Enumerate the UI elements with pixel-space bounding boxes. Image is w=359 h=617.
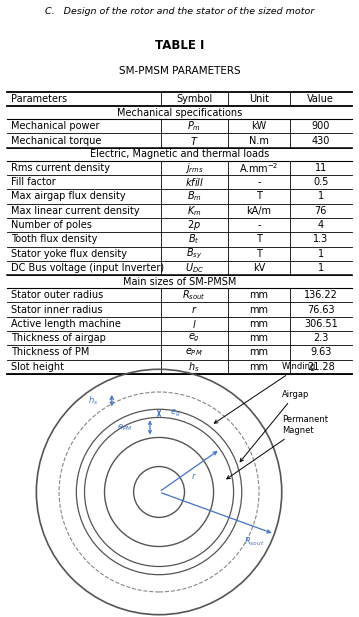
Text: mm: mm — [249, 333, 268, 343]
Text: kW: kW — [251, 122, 266, 131]
Text: 1: 1 — [318, 263, 324, 273]
Text: 900: 900 — [312, 122, 330, 131]
Text: $r$: $r$ — [191, 304, 197, 315]
Text: $h_s$: $h_s$ — [88, 395, 99, 407]
Text: mm: mm — [249, 319, 268, 329]
Text: $e_{g}$: $e_{g}$ — [188, 332, 200, 344]
Text: 11: 11 — [315, 163, 327, 173]
Text: $kfill$: $kfill$ — [185, 176, 204, 188]
Text: Slot height: Slot height — [11, 362, 64, 372]
Text: $e_{PM}$: $e_{PM}$ — [185, 347, 203, 358]
Text: 76: 76 — [314, 206, 327, 216]
Text: T: T — [256, 249, 262, 259]
Text: $e_{PM}$: $e_{PM}$ — [117, 422, 132, 433]
Text: Stator inner radius: Stator inner radius — [11, 305, 102, 315]
Text: 1: 1 — [318, 191, 324, 202]
Text: 9.63: 9.63 — [310, 347, 331, 357]
Text: Stator outer radius: Stator outer radius — [11, 290, 103, 300]
Text: $U_{DC}$: $U_{DC}$ — [185, 261, 204, 275]
Text: Symbol: Symbol — [176, 94, 212, 104]
Text: 0.5: 0.5 — [313, 177, 328, 187]
Text: $K_{m}$: $K_{m}$ — [187, 204, 201, 218]
Text: TABLE I: TABLE I — [155, 39, 204, 52]
Text: mm: mm — [249, 290, 268, 300]
Text: T: T — [256, 191, 262, 202]
Text: $R_{sout}$: $R_{sout}$ — [182, 288, 206, 302]
Text: 21.28: 21.28 — [307, 362, 335, 372]
Text: Permanent
Magnet: Permanent Magnet — [227, 415, 328, 479]
Text: $B_{sy}$: $B_{sy}$ — [186, 247, 202, 261]
Text: Main sizes of SM-PMSM: Main sizes of SM-PMSM — [123, 276, 236, 287]
Text: Fill factor: Fill factor — [11, 177, 56, 187]
Text: 2.3: 2.3 — [313, 333, 328, 343]
Text: Rms current density: Rms current density — [11, 163, 110, 173]
Text: C.   Design of the rotor and the stator of the sized motor: C. Design of the rotor and the stator of… — [45, 7, 314, 16]
Text: kA/m: kA/m — [246, 206, 271, 216]
Text: 76.63: 76.63 — [307, 305, 335, 315]
Text: Winding: Winding — [214, 362, 316, 423]
Text: $j_{rms}$: $j_{rms}$ — [185, 161, 204, 175]
Text: Thickness of PM: Thickness of PM — [11, 347, 89, 357]
Text: 430: 430 — [312, 136, 330, 146]
Text: N.m: N.m — [249, 136, 269, 146]
Text: A.mm$^{-2}$: A.mm$^{-2}$ — [239, 161, 279, 175]
Text: 1: 1 — [318, 249, 324, 259]
Text: $r$: $r$ — [191, 471, 196, 481]
Text: kV: kV — [253, 263, 265, 273]
Text: Value: Value — [307, 94, 334, 104]
Text: $B_{m}$: $B_{m}$ — [187, 189, 201, 204]
Text: $2p$: $2p$ — [187, 218, 201, 232]
Text: Electric, Magnetic and thermal loads: Electric, Magnetic and thermal loads — [90, 149, 269, 159]
Text: 306.51: 306.51 — [304, 319, 338, 329]
Text: Mechanical torque: Mechanical torque — [11, 136, 101, 146]
Text: mm: mm — [249, 362, 268, 372]
Text: mm: mm — [249, 305, 268, 315]
Text: T: T — [256, 234, 262, 244]
Text: $R_{sout}$: $R_{sout}$ — [244, 536, 265, 549]
Text: -: - — [257, 220, 261, 230]
Text: 4: 4 — [318, 220, 324, 230]
Text: Thickness of airgap: Thickness of airgap — [11, 333, 106, 343]
Text: Mechanical specifications: Mechanical specifications — [117, 108, 242, 118]
Text: Airgap: Airgap — [240, 389, 309, 462]
Text: Number of poles: Number of poles — [11, 220, 92, 230]
Text: Parameters: Parameters — [11, 94, 67, 104]
Text: 1.3: 1.3 — [313, 234, 328, 244]
Text: Stator yoke flux density: Stator yoke flux density — [11, 249, 127, 259]
Text: Active length machine: Active length machine — [11, 319, 121, 329]
Text: $T$: $T$ — [190, 135, 199, 147]
Text: SM-PMSM PARAMETERS: SM-PMSM PARAMETERS — [119, 66, 240, 77]
Text: Tooth flux density: Tooth flux density — [11, 234, 97, 244]
Text: $h_{s}$: $h_{s}$ — [188, 360, 200, 374]
Text: $l$: $l$ — [192, 318, 196, 330]
Text: 136.22: 136.22 — [304, 290, 338, 300]
Text: Max airgap flux density: Max airgap flux density — [11, 191, 125, 202]
Text: mm: mm — [249, 347, 268, 357]
Text: $P_{m}$: $P_{m}$ — [187, 120, 201, 133]
Text: $B_{t}$: $B_{t}$ — [188, 233, 200, 246]
Text: Mechanical power: Mechanical power — [11, 122, 99, 131]
Text: DC Bus voltage (input Inverter): DC Bus voltage (input Inverter) — [11, 263, 164, 273]
Text: $e_g$: $e_g$ — [170, 408, 181, 419]
Text: -: - — [257, 177, 261, 187]
Text: Unit: Unit — [249, 94, 269, 104]
Text: Max linear current density: Max linear current density — [11, 206, 139, 216]
